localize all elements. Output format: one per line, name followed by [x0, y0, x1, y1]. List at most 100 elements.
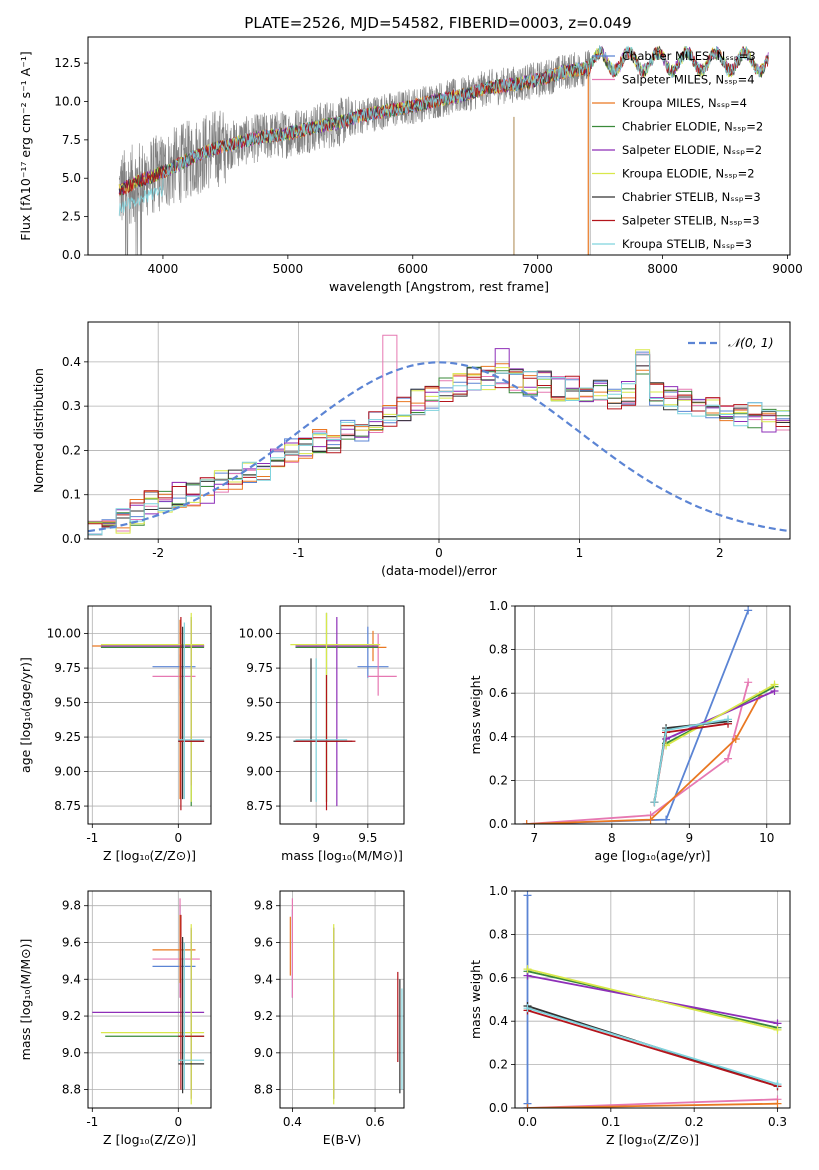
y-tick-label: 9.2: [62, 1009, 81, 1023]
x-tick-label: 0.3: [768, 1115, 787, 1129]
y-tick-label: 8.75: [246, 799, 273, 813]
data-point-marker: [773, 1080, 782, 1089]
x-tick-label: 2: [716, 546, 724, 560]
residuals-panel: -2 -1 0 1 2 0.0 0.1 0.2 0.3 0.4 (data-model)/error…: [31, 321, 791, 578]
y-tick-label: 10.0: [54, 94, 81, 108]
y-tick-label: 0.0: [489, 1101, 508, 1115]
x-tick-label: 0.1: [601, 1115, 620, 1129]
mass-weight-series-line: [665, 683, 775, 747]
data-point-marker: [724, 715, 733, 724]
x-tick-label: -1: [293, 546, 305, 560]
x-tick-label: 5000: [273, 262, 304, 276]
y-axis-label: Flux [fλ10⁻¹⁷ erg cm⁻² s⁻¹ A⁻¹]: [18, 51, 33, 240]
legend-entry-label: Salpeter ELODIE, Nₛₛₚ=2: [622, 143, 762, 157]
x-tick-label: 0.4: [283, 1115, 302, 1129]
plot-area: [522, 606, 779, 824]
mass-vs-ebv-panel: 0.4 0.6 8.8 9.0 9.2 9.4 9.6 9.8 E(B-V): [254, 890, 405, 1147]
x-tick-label: 9.5: [358, 831, 377, 845]
data-point-marker: [662, 726, 671, 735]
axes-frame: [87, 605, 212, 825]
x-axis-label: mass [log₁₀(M/M⊙)]: [281, 848, 403, 863]
x-tick-label: -1: [86, 831, 98, 845]
data-point-marker: [646, 815, 655, 824]
x-tick-label: 9: [685, 831, 693, 845]
data-point-marker: [650, 798, 659, 807]
axes-frame: [514, 605, 791, 825]
y-tick-label: 9.4: [254, 972, 273, 986]
x-axis-label: (data-model)/error: [381, 563, 498, 578]
spectrum-panel: 4000 5000 6000 7000 8000 9000 0.0 2.5 5.0 7.5 10.0…: [18, 36, 803, 294]
x-tick-label: -2: [152, 546, 164, 560]
y-axis-label: mass [log₁₀(M/M⊙)]: [18, 939, 33, 1061]
plot-area: [92, 898, 205, 1105]
y-tick-label: 0.2: [489, 1058, 508, 1072]
x-tick-label: 0: [174, 831, 182, 845]
plot-area: [289, 898, 403, 1105]
axes-frame: [87, 36, 791, 256]
y-tick-label: 9.8: [62, 899, 81, 913]
normal-distribution-curve: [88, 361, 790, 533]
figure-title: PLATE=2526, MJD=54582, FIBERID=0003, z=0…: [244, 14, 631, 32]
x-tick-label: 7000: [522, 262, 553, 276]
y-tick-label: 9.25: [246, 730, 273, 744]
x-tick-label: 8: [608, 831, 616, 845]
data-point-marker: [523, 891, 532, 900]
x-tick-label: -1: [86, 1115, 98, 1129]
plot-area: [523, 891, 782, 1108]
age-vs-mass-panel: 9 9.5 8.75 9.00 9.25 9.50 9.75 10.00 mass [log₁₀…: [239, 605, 405, 863]
y-tick-label: 0.8: [489, 927, 508, 941]
y-tick-label: 9.0: [62, 1046, 81, 1060]
y-tick-label: 9.6: [254, 935, 273, 949]
legend: Chabrier MILES, Nₛₛₚ=3 Salpeter MILES, Nₛ…: [592, 49, 763, 251]
data-point-marker: [522, 820, 531, 824]
x-tick-label: 9: [312, 831, 320, 845]
data-point-marker: [724, 754, 733, 763]
mass-weight-series-line: [527, 968, 778, 1031]
y-tick-label: 0.4: [489, 1014, 508, 1028]
y-tick-label: 0.4: [489, 730, 508, 744]
y-axis-label: age [log₁₀(age/yr)]: [18, 657, 33, 773]
x-tick-label: 7: [531, 831, 539, 845]
plot-area: [290, 612, 397, 811]
y-tick-label: 1.0: [489, 599, 508, 613]
data-point-marker: [523, 1104, 532, 1108]
x-axis-label: Z [log₁₀(Z/Z⊙)]: [103, 1132, 196, 1147]
y-tick-label: 9.2: [254, 1009, 273, 1023]
y-tick-label: 0.0: [62, 532, 81, 546]
mass-weight-vs-metallicity-panel: 0.0 0.1 0.2 0.3 0.0 0.2 0.4 0.6 0.8 1.0 Z [log₁₀(Z…: [468, 884, 791, 1147]
data-point-marker: [744, 678, 753, 687]
y-tick-label: 9.25: [54, 730, 81, 744]
data-point-marker: [523, 1004, 532, 1013]
y-tick-label: 7.5: [62, 133, 81, 147]
x-axis-label: age [log₁₀(age/yr)]: [595, 848, 711, 863]
y-tick-label: 10.00: [47, 627, 81, 641]
y-tick-label: 12.5: [54, 56, 81, 70]
x-tick-label: 0.6: [366, 1115, 385, 1129]
x-axis-label: Z [log₁₀(Z/Z⊙)]: [103, 848, 196, 863]
legend-entry-label: Salpeter STELIB, Nₛₛₚ=3: [622, 214, 760, 228]
axes-frame: [514, 890, 791, 1109]
x-tick-label: 4000: [148, 262, 179, 276]
mass-weight-series-line: [527, 1102, 778, 1108]
y-tick-label: 2.5: [62, 210, 81, 224]
y-axis-label: mass weight: [468, 675, 483, 754]
x-tick-label: 10: [759, 831, 774, 845]
x-tick-label: 0: [435, 546, 443, 560]
y-tick-label: 0.2: [489, 773, 508, 787]
y-tick-label: 0.8: [489, 643, 508, 657]
plot-area: [92, 612, 205, 811]
mass-weight-series-line: [527, 1009, 778, 1088]
data-point-marker: [523, 965, 532, 974]
x-tick-label: 9000: [772, 262, 803, 276]
y-tick-label: 1.0: [489, 884, 508, 898]
x-tick-label: 0: [174, 1115, 182, 1129]
mass-weight-vs-age-panel: 7 8 9 10 0.0 0.2 0.4 0.6 0.8 1.0 age [log₁₀(age/yr…: [468, 599, 791, 863]
mass-weight-series-line: [526, 694, 761, 824]
legend-entry-label: 𝒩(0, 1): [728, 335, 774, 350]
y-tick-label: 0.2: [62, 443, 81, 457]
mass-weight-series-line: [527, 1007, 778, 1085]
legend-entry-label: Chabrier STELIB, Nₛₛₚ=3: [622, 190, 761, 204]
legend-entry-label: Kroupa MILES, Nₛₛₚ=4: [622, 96, 747, 110]
legend-entry-label: Chabrier ELODIE, Nₛₛₚ=2: [622, 120, 763, 134]
